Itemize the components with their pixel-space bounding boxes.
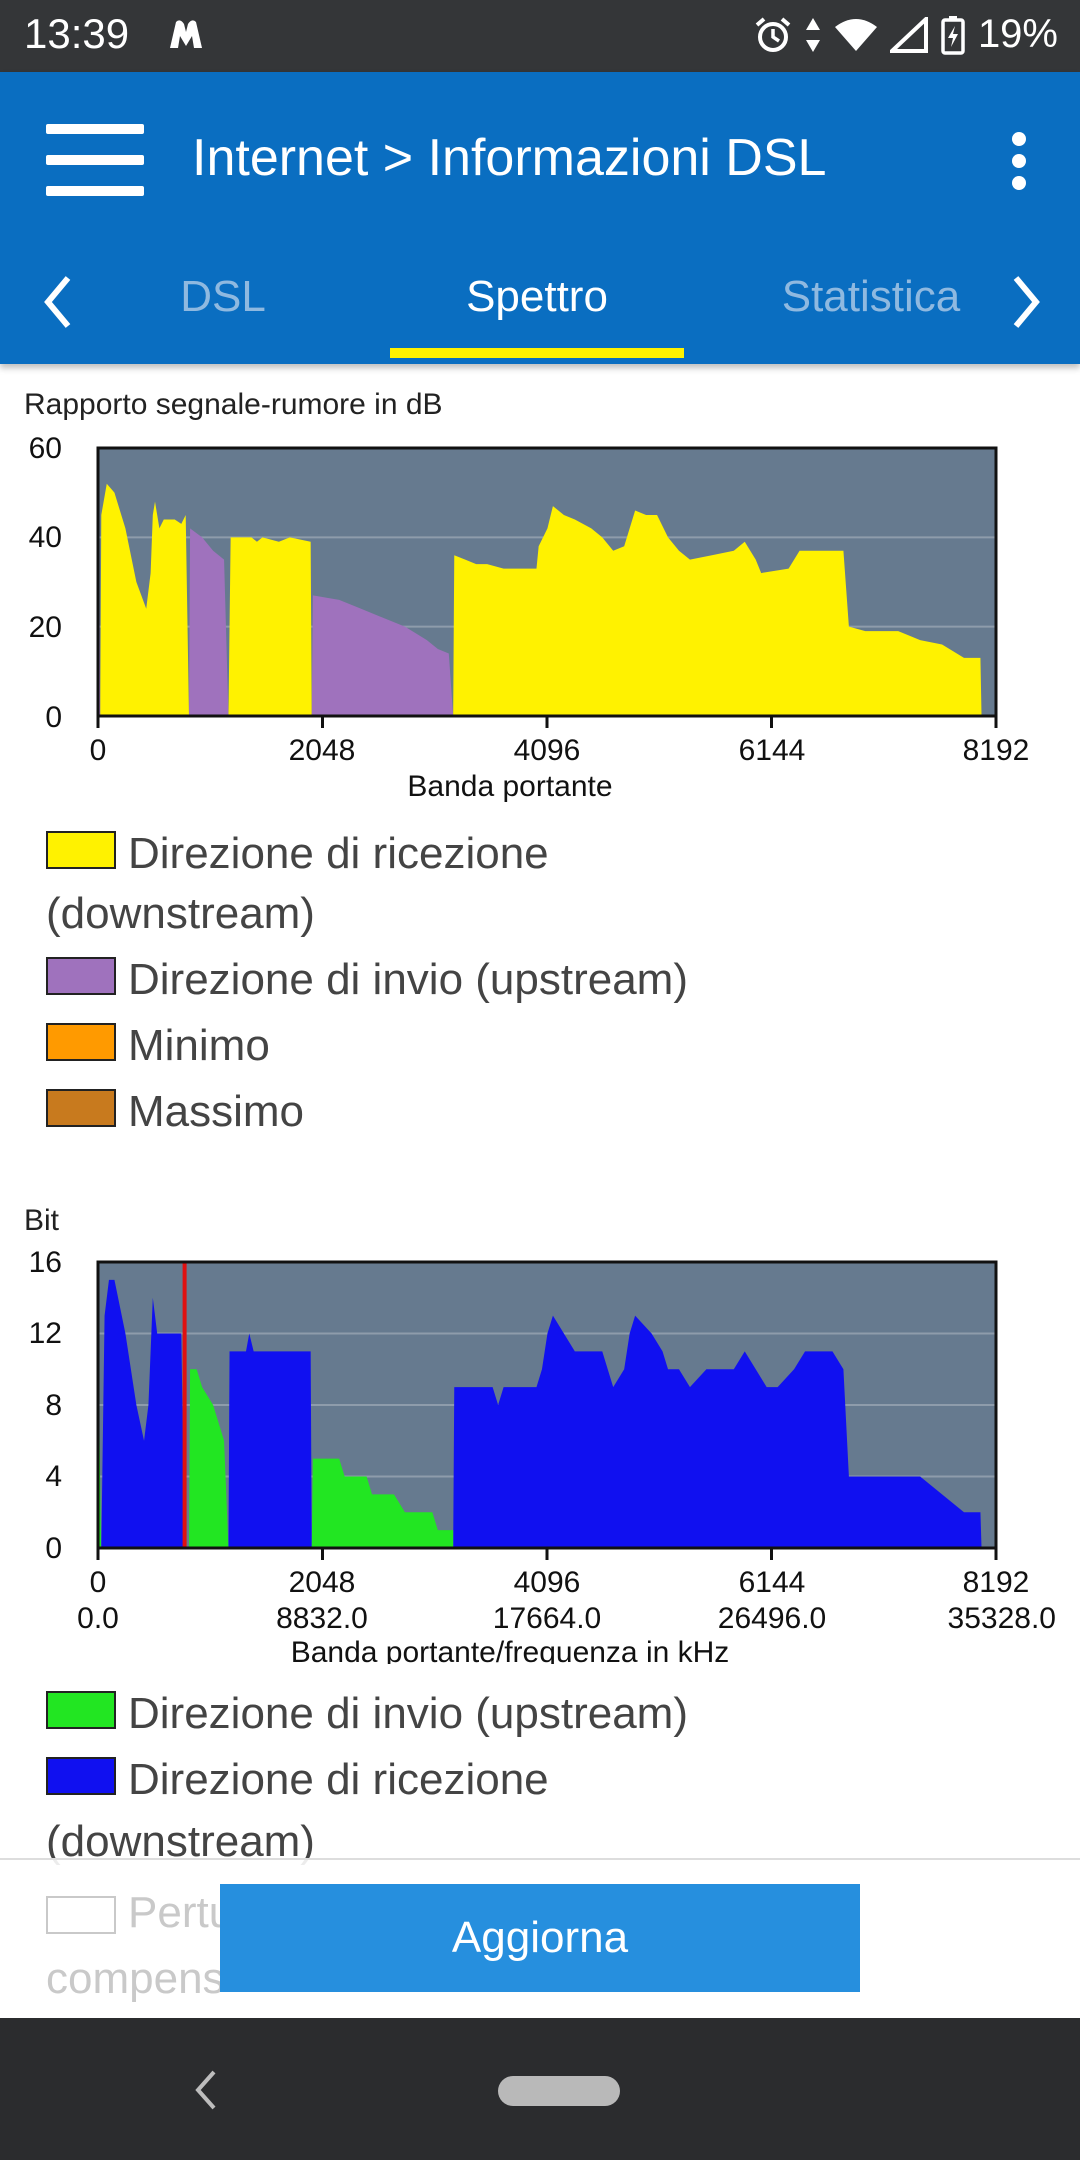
battery-level: 19% bbox=[977, 12, 1058, 56]
bit-ytick: 0 bbox=[45, 1532, 62, 1565]
faded-legend-line2: compens bbox=[46, 1954, 225, 2003]
snr-xlabel: Banda portante bbox=[407, 770, 612, 803]
snr-series-0-segment-1 bbox=[228, 537, 312, 716]
snr-legend-swatch bbox=[46, 957, 116, 996]
data-arrows-icon bbox=[804, 16, 822, 54]
snr-legend-label: Direzione di invio (upstream) bbox=[128, 955, 688, 1004]
bit-xtick: 0 bbox=[90, 1566, 107, 1599]
tab-next-chevron-icon[interactable] bbox=[1006, 272, 1046, 332]
signal-icon bbox=[889, 16, 928, 53]
faded-legend-swatch bbox=[46, 1896, 116, 1935]
bit-xtick: 2048 bbox=[289, 1566, 356, 1599]
bit-chart: 16 12 8 4 0 0 2048 4096 6144 8192 0.0 88… bbox=[29, 1246, 1056, 1664]
bit-series-0-segment-2 bbox=[453, 1315, 982, 1548]
snr-xtick: 4096 bbox=[514, 734, 581, 767]
hamburger-menu-icon[interactable] bbox=[46, 124, 144, 196]
snr-legend-label: Massimo bbox=[128, 1087, 305, 1136]
tab-spettro[interactable]: Spettro bbox=[466, 272, 608, 321]
bit-ytick: 8 bbox=[45, 1389, 62, 1422]
bit-ytick: 12 bbox=[29, 1317, 62, 1350]
bit-xtick-freq: 35328.0 bbox=[948, 1602, 1056, 1635]
battery-charging-icon bbox=[940, 15, 966, 55]
bit-legend-label: Direzione di invio (upstream) bbox=[128, 1689, 688, 1738]
snr-xtick: 0 bbox=[90, 734, 107, 767]
snr-chart-title: Rapporto segnale-rumore in dB bbox=[24, 388, 443, 421]
snr-ytick: 20 bbox=[29, 611, 62, 644]
bit-series-0-segment-0 bbox=[101, 1279, 185, 1548]
bit-legend-upstream: Direzione di invio (upstream) bbox=[46, 1684, 688, 1744]
snr-series-1-segment-1 bbox=[188, 528, 229, 716]
snr-legend-swatch bbox=[46, 831, 116, 870]
bit-xtick-freq: 26496.0 bbox=[718, 1602, 826, 1635]
tab-statistica[interactable]: Statistica bbox=[781, 272, 961, 321]
bit-chart-title: Bit bbox=[24, 1204, 60, 1237]
snr-ytick: 0 bbox=[45, 701, 62, 734]
tab-prev-chevron-icon[interactable] bbox=[38, 272, 78, 332]
snr-xtick: 6144 bbox=[739, 734, 806, 767]
snr-legend-downstream: Direzione di ricezione bbox=[46, 824, 549, 884]
app-bar: Internet > Informazioni DSL DSL Spettro … bbox=[0, 72, 1080, 364]
snr-ytick: 60 bbox=[29, 432, 62, 465]
bit-xtick-freq: 17664.0 bbox=[493, 1602, 601, 1635]
bit-legend-swatch bbox=[46, 1691, 116, 1730]
bit-legend-label: Direzione di ricezione bbox=[128, 1755, 549, 1804]
snr-legend-massimo: Massimo bbox=[46, 1082, 304, 1142]
tab-dsl[interactable]: DSL bbox=[180, 272, 266, 321]
bit-series-1-segment-2 bbox=[311, 1458, 454, 1548]
bit-ytick: 16 bbox=[29, 1246, 62, 1279]
refresh-button[interactable]: Aggiorna bbox=[220, 1884, 860, 1992]
bit-ytick: 4 bbox=[45, 1460, 62, 1493]
snr-series-0-segment-2 bbox=[453, 506, 982, 716]
bit-xtick-freq: 0.0 bbox=[77, 1602, 119, 1635]
snr-legend-label: Minimo bbox=[128, 1021, 270, 1070]
wifi-icon bbox=[834, 17, 878, 53]
snr-ytick: 40 bbox=[29, 521, 62, 554]
bit-legend-downstream-line2: (downstream) bbox=[46, 1817, 315, 1866]
bit-xtick: 4096 bbox=[514, 1566, 581, 1599]
nav-back-icon[interactable] bbox=[190, 2068, 220, 2117]
bit-legend-downstream: Direzione di ricezione bbox=[46, 1750, 549, 1810]
bit-xlabel: Banda portante/frequenza in kHz bbox=[291, 1636, 730, 1664]
snr-series-0-segment-0 bbox=[100, 483, 189, 716]
snr-legend-label: Direzione di ricezione bbox=[128, 829, 549, 878]
faded-legend-line1: Pertu bbox=[128, 1888, 234, 1937]
bit-series-0-segment-1 bbox=[228, 1333, 312, 1548]
snr-xtick: 8192 bbox=[963, 734, 1030, 767]
nav-home-pill[interactable] bbox=[498, 2076, 620, 2106]
snr-legend-upstream: Direzione di invio (upstream) bbox=[46, 950, 688, 1010]
bit-series-1-segment-1 bbox=[188, 1369, 229, 1548]
snr-legend-swatch bbox=[46, 1023, 116, 1062]
status-bar: 13:39 19% bbox=[0, 0, 1080, 72]
snr-legend-minimo: Minimo bbox=[46, 1016, 270, 1076]
alarm-icon bbox=[754, 16, 792, 54]
more-vert-icon[interactable] bbox=[1004, 132, 1034, 192]
status-time: 13:39 bbox=[24, 10, 130, 57]
system-nav-bar bbox=[0, 2018, 1080, 2160]
bit-xtick-freq: 8832.0 bbox=[276, 1602, 368, 1635]
snr-legend-downstream-line2: (downstream) bbox=[46, 889, 315, 938]
snr-xtick: 2048 bbox=[289, 734, 356, 767]
snr-series-1-segment-2 bbox=[311, 595, 454, 716]
bit-xtick: 6144 bbox=[739, 1566, 806, 1599]
snr-legend-swatch bbox=[46, 1089, 116, 1128]
app-notification-icon bbox=[166, 14, 206, 54]
bit-legend-swatch bbox=[46, 1757, 116, 1796]
page-title: Internet > Informazioni DSL bbox=[192, 129, 827, 187]
faded-legend-item: Pertu compens bbox=[46, 1880, 233, 2012]
bit-xtick: 8192 bbox=[963, 1566, 1030, 1599]
tab-active-indicator bbox=[390, 348, 684, 358]
snr-chart: 60 40 20 0 0 2048 4096 6144 8192 Banda p… bbox=[29, 432, 1030, 803]
